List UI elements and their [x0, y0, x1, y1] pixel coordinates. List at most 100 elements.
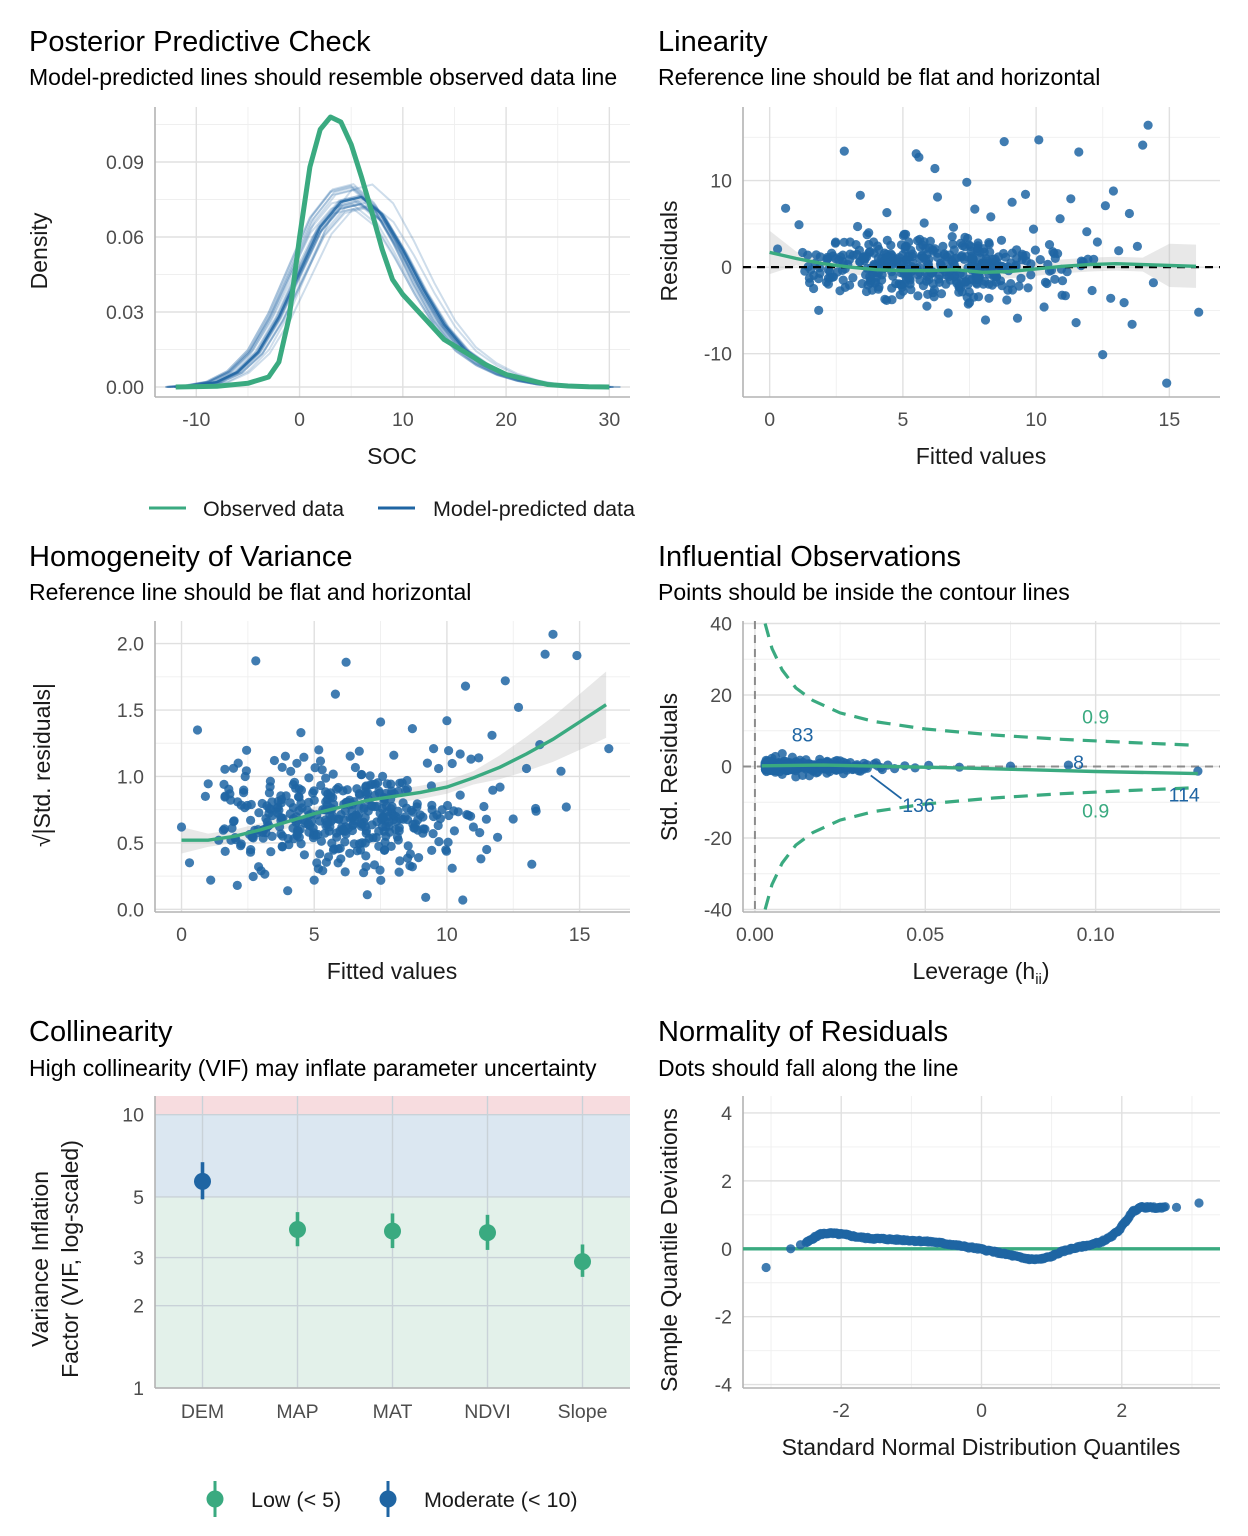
normality-point-343: [988, 1246, 998, 1257]
linearity-point-375: [901, 255, 912, 265]
normality-point-356: [1114, 1225, 1124, 1235]
ppc-xtick-1: 0: [294, 409, 305, 431]
ppc-panel: Posterior Predictive Check Model-predict…: [26, 26, 635, 521]
homogeneity-ytick-2: 1.0: [117, 766, 144, 788]
normality-point-353: [1086, 1240, 1096, 1250]
homogeneity-point-381: [184, 858, 195, 868]
homogeneity-point-378: [531, 803, 541, 814]
homogeneity-point-282: [405, 849, 415, 859]
linearity-ytick-0: -10: [704, 344, 732, 366]
homogeneity-xlabel: Fitted values: [327, 958, 457, 984]
homogeneity-point-241: [246, 799, 256, 810]
homogeneity-point-106: [280, 751, 290, 761]
normality-xtick-0: -2: [833, 1400, 850, 1422]
homogeneity-point-383: [200, 791, 210, 802]
linearity-point-128: [838, 275, 848, 285]
homogeneity-point-162: [267, 831, 277, 842]
homogeneity-point-407: [354, 746, 364, 756]
linearity-point-328: [917, 251, 927, 261]
linearity-point-384: [815, 252, 825, 262]
homogeneity-point-402: [322, 817, 333, 827]
normality-ytick-0: -4: [715, 1375, 732, 1397]
influential-ytick-2: 0: [721, 757, 732, 779]
homogeneity-point-195: [427, 845, 437, 856]
collinearity-ytick-3: 5: [133, 1187, 144, 1209]
linearity-title: Linearity: [658, 26, 768, 58]
collinearity-xtick-0: DEM: [181, 1401, 224, 1423]
homogeneity-point-258: [493, 832, 503, 842]
linearity-point-325: [1003, 285, 1013, 295]
homogeneity-point-442: [307, 817, 317, 827]
linearity-point-358: [901, 241, 911, 251]
homogeneity-point-105: [435, 814, 445, 824]
homogeneity-point-215: [363, 788, 373, 798]
homogeneity-point-232: [479, 801, 489, 812]
linearity-point-380: [773, 244, 783, 254]
homogeneity-point-428: [495, 782, 505, 792]
homogeneity-point-177: [476, 854, 486, 864]
linearity-point-410: [970, 204, 980, 214]
influential-xtick-2: 0.10: [1077, 924, 1115, 946]
homogeneity-point-224: [393, 806, 403, 816]
homogeneity-point-321: [442, 800, 453, 811]
influential-label-2: 8: [1073, 752, 1084, 774]
homogeneity-point-271: [310, 763, 320, 773]
homogeneity-point-391: [251, 656, 261, 666]
homogeneity-point-196: [266, 847, 276, 857]
homogeneity-point-303: [296, 839, 306, 849]
homogeneity-point-93: [233, 758, 243, 768]
homogeneity-point-408: [362, 890, 372, 900]
normality-point-351: [1066, 1244, 1076, 1254]
homogeneity-point-374: [326, 788, 336, 798]
linearity-point-344: [865, 247, 875, 257]
ppc-legend-observed: Observed data: [203, 497, 344, 521]
homogeneity-point-279: [386, 779, 396, 789]
homogeneity-ytick-1: 0.5: [117, 833, 144, 855]
collinearity-ytick-0: 1: [133, 1378, 144, 1400]
homogeneity-point-341: [420, 824, 430, 834]
collinearity-ytick-1: 2: [133, 1296, 144, 1318]
homogeneity-point-73: [393, 835, 403, 845]
ppc-ytick-2: 0.06: [106, 227, 144, 249]
linearity-point-404: [938, 241, 948, 251]
linearity-point-337: [822, 252, 833, 262]
linearity-point-424: [1044, 240, 1055, 250]
linearity-point-421: [1028, 224, 1039, 234]
homogeneity-point-8: [356, 770, 366, 780]
homogeneity-point-304: [328, 845, 339, 855]
collinearity-panel: Collinearity High collinearity (VIF) may…: [27, 1016, 630, 1517]
linearity-point-352: [966, 246, 976, 256]
linearity-point-307: [1040, 277, 1051, 287]
homogeneity-point-317: [455, 749, 465, 759]
influential-ytick-0: -40: [704, 899, 732, 921]
homogeneity-point-139: [481, 814, 491, 824]
linearity-ylabel: Residuals: [656, 201, 682, 302]
linearity-point-396: [901, 229, 911, 239]
linearity-point-441: [1127, 319, 1137, 329]
linearity-point-371: [886, 240, 896, 250]
linearity-point-435: [1100, 201, 1110, 211]
normality-ytick-1: -2: [715, 1307, 732, 1329]
normality-point-346: [1017, 1253, 1027, 1263]
homogeneity-point-243: [318, 866, 328, 876]
homogeneity-point-417: [421, 892, 431, 903]
linearity-point-429: [1071, 318, 1081, 328]
normality-point-333: [889, 1235, 900, 1245]
homogeneity-point-206: [345, 751, 355, 761]
linearity-point-403: [932, 192, 943, 202]
homogeneity-point-387: [227, 823, 237, 833]
normality-point-341: [968, 1243, 978, 1253]
normality-point-352: [1076, 1242, 1086, 1252]
linearity-point-446: [1162, 378, 1172, 388]
influential-point-312: [801, 755, 811, 765]
homogeneity-point-173: [220, 764, 230, 774]
influential-point-322: [835, 756, 845, 766]
homogeneity-ytick-0: 0.0: [117, 899, 144, 921]
linearity-xtick-3: 15: [1159, 409, 1181, 431]
linearity-point-409: [964, 298, 975, 308]
vif-legend-moderate: Moderate (< 10): [424, 1488, 578, 1512]
linearity-point-416: [1002, 295, 1012, 305]
homogeneity-point-324: [377, 822, 388, 832]
normality-point-328: [842, 1230, 852, 1240]
influential-xlabel: Leverage (hii): [912, 958, 1049, 988]
